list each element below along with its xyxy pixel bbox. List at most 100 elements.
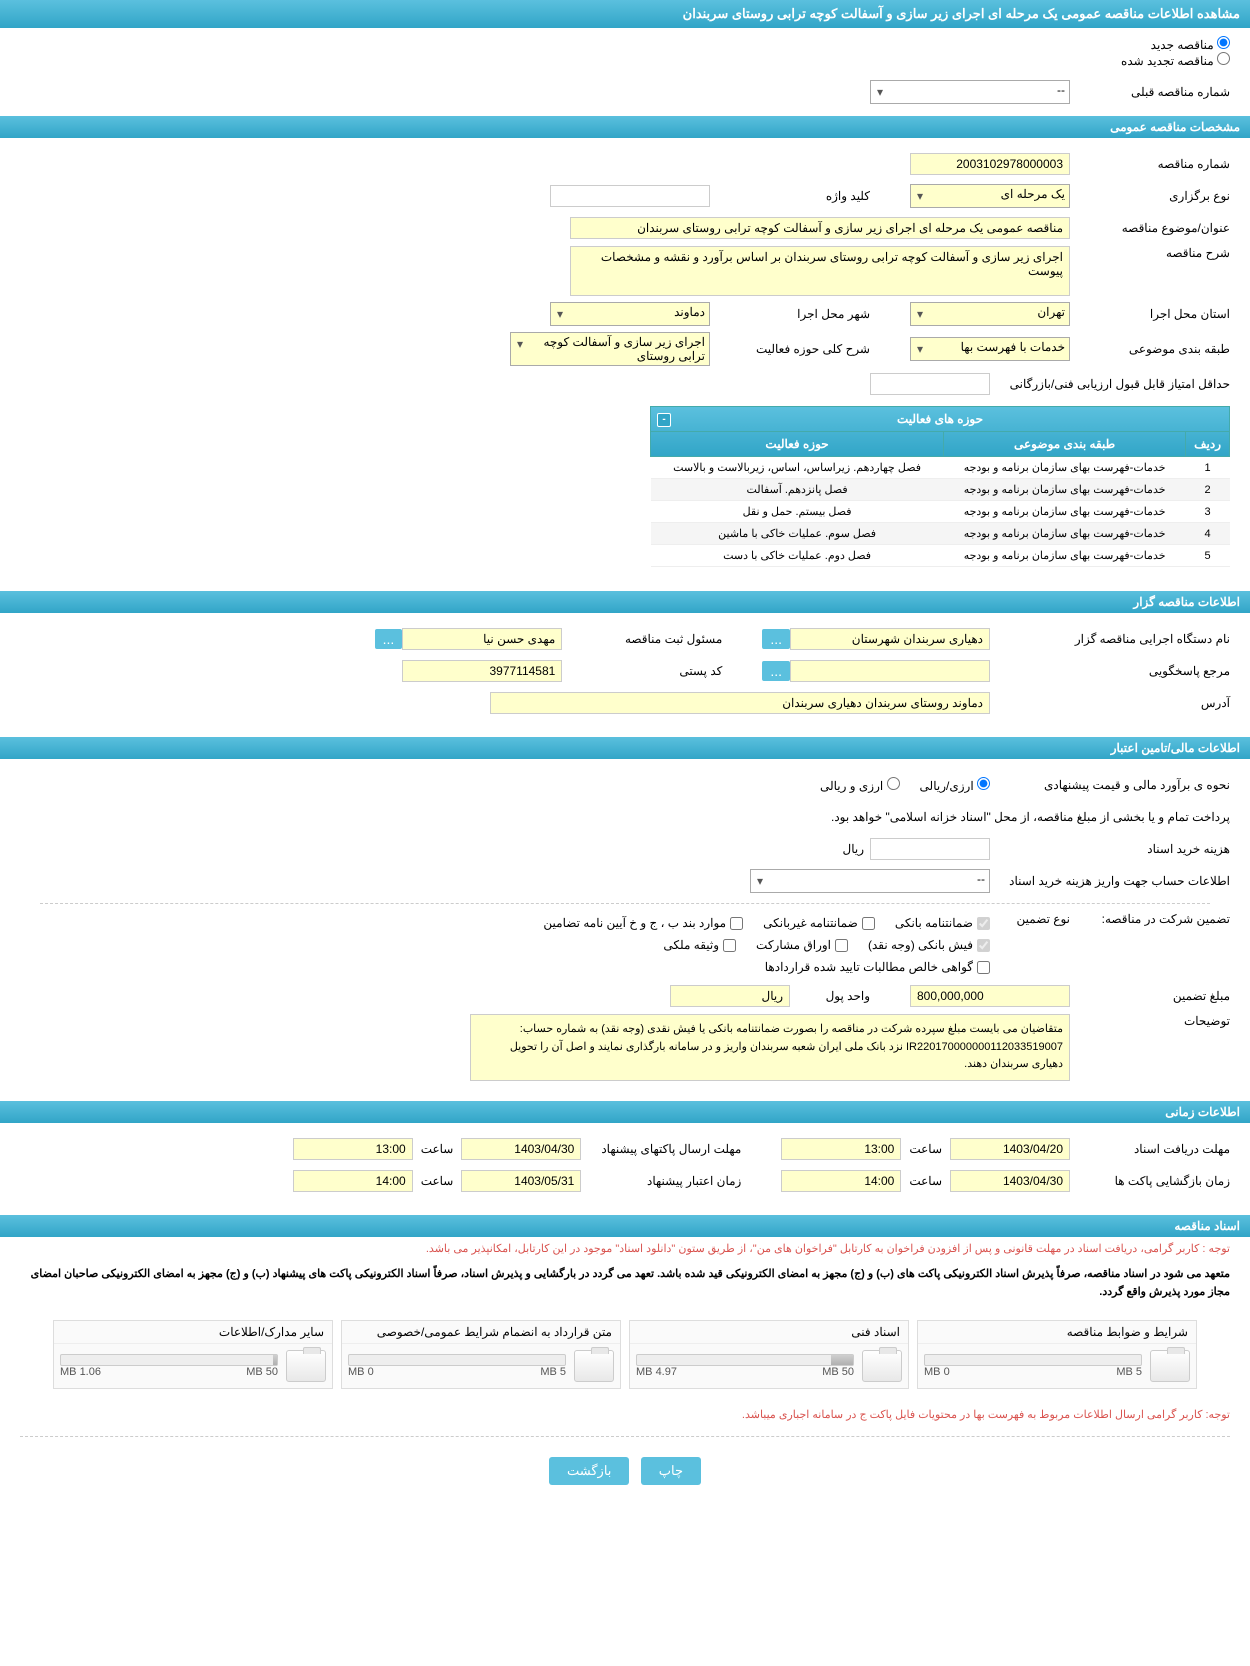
file-used: 4.97 MB bbox=[636, 1366, 677, 1378]
address-field: دماوند روستای سربندان دهیاری سربندان bbox=[490, 692, 990, 714]
chk-regulation[interactable]: موارد بند ب ، ج و خ آیین نامه تضامین bbox=[543, 916, 743, 930]
open-label: زمان بازگشایی پاکت ها bbox=[1070, 1174, 1230, 1188]
open-time: 14:00 bbox=[781, 1170, 901, 1192]
prev-number-value: -- bbox=[1057, 83, 1065, 97]
docs-note-2: متعهد می شود در اسناد مناقصه، صرفاً پذیر… bbox=[0, 1262, 1250, 1305]
number-label: شماره مناقصه bbox=[1070, 157, 1230, 171]
category-select[interactable]: خدمات با فهرست بها bbox=[910, 337, 1070, 361]
send-date: 1403/04/30 bbox=[461, 1138, 581, 1160]
doc-cost-label: هزینه خرید اسناد bbox=[990, 842, 1230, 856]
account-label: اطلاعات حساب جهت واریز هزینه خرید اسناد bbox=[990, 874, 1230, 888]
file-used: 0 MB bbox=[924, 1366, 950, 1378]
notes-label: توضیحات bbox=[1070, 1014, 1230, 1028]
prev-number-select[interactable]: -- bbox=[870, 80, 1070, 104]
category-label: طبقه بندی موضوعی bbox=[1070, 342, 1230, 356]
file-title: اسناد فنی bbox=[630, 1321, 908, 1344]
back-button[interactable]: بازگشت bbox=[549, 1457, 629, 1485]
rial-unit: ریال bbox=[836, 842, 870, 856]
title-field: مناقصه عمومی یک مرحله ای اجرای زیر سازی … bbox=[570, 217, 1070, 239]
type-value: یک مرحله ای bbox=[1001, 187, 1065, 201]
responder-field bbox=[790, 660, 990, 682]
section-general: مشخصات مناقصه عمومی bbox=[0, 116, 1250, 138]
file-cap: 5 MB bbox=[540, 1366, 566, 1378]
validity-label: زمان اعتبار پیشنهاد bbox=[581, 1174, 741, 1188]
radio-new[interactable]: مناقصه جدید bbox=[1151, 38, 1230, 52]
registrar-more-button[interactable]: ... bbox=[375, 629, 403, 649]
hour-label-4: ساعت bbox=[413, 1174, 462, 1188]
activity-desc-select[interactable]: اجرای زیر سازی و آسفالت کوچه ترابی روستا… bbox=[510, 332, 710, 366]
title-label: عنوان/موضوع مناقصه bbox=[1070, 221, 1230, 235]
chk-contract-claims[interactable]: گواهی خالص مطالبات تایید شده قراردادها bbox=[765, 960, 990, 974]
postal-field: 3977114581 bbox=[402, 660, 562, 682]
file-card[interactable]: سایر مدارک/اطلاعات 50 MB1.06 MB bbox=[53, 1320, 333, 1389]
file-cap: 50 MB bbox=[822, 1366, 854, 1378]
unit-label: واحد پول bbox=[790, 989, 870, 1003]
amount-field: 800,000,000 bbox=[910, 985, 1070, 1007]
province-select[interactable]: تهران bbox=[910, 302, 1070, 326]
file-card[interactable]: متن قرارداد به انضمام شرایط عمومی/خصوصی … bbox=[341, 1320, 621, 1389]
chk-nonbank-guarantee[interactable]: ضمانتنامه غیربانکی bbox=[763, 916, 875, 930]
hour-label-2: ساعت bbox=[413, 1142, 462, 1156]
file-title: سایر مدارک/اطلاعات bbox=[54, 1321, 332, 1344]
amount-label: مبلغ تضمین bbox=[1070, 989, 1230, 1003]
guarantee-type-label: نوع تضمین bbox=[990, 912, 1070, 926]
chk-securities[interactable]: اوراق مشارکت bbox=[756, 938, 848, 952]
radio-renewed[interactable]: مناقصه تجدید شده bbox=[1121, 54, 1230, 68]
file-cap: 5 MB bbox=[1116, 1366, 1142, 1378]
city-label: شهر محل اجرا bbox=[710, 307, 870, 321]
activity-desc-label: شرح کلی حوزه فعالیت bbox=[710, 342, 870, 356]
unit-field: ریال bbox=[670, 985, 790, 1007]
min-score-field[interactable] bbox=[870, 373, 990, 395]
type-select[interactable]: یک مرحله ای bbox=[910, 184, 1070, 208]
desc-field: اجرای زیر سازی و آسفالت کوچه ترابی روستا… bbox=[570, 246, 1070, 296]
postal-label: کد پستی bbox=[562, 664, 722, 678]
send-time: 13:00 bbox=[293, 1138, 413, 1160]
address-label: آدرس bbox=[990, 696, 1230, 710]
print-button[interactable]: چاپ bbox=[641, 1457, 701, 1485]
agency-more-button[interactable]: ... bbox=[762, 629, 790, 649]
collapse-icon[interactable]: - bbox=[657, 413, 671, 427]
account-value: -- bbox=[977, 872, 985, 886]
file-progress bbox=[924, 1354, 1142, 1366]
folder-icon bbox=[574, 1350, 614, 1382]
folder-icon bbox=[862, 1350, 902, 1382]
radio-rial[interactable]: ارزی/ریالی bbox=[920, 777, 990, 793]
keyword-label: کلید واژه bbox=[710, 189, 870, 203]
activity-table-title: حوزه های فعالیت- bbox=[651, 407, 1230, 432]
keyword-field[interactable] bbox=[550, 185, 710, 207]
validity-time: 14:00 bbox=[293, 1170, 413, 1192]
file-cap: 50 MB bbox=[246, 1366, 278, 1378]
table-row: 4خدمات-فهرست بهای سازمان برنامه و بودجهف… bbox=[651, 523, 1230, 545]
responder-more-button[interactable]: ... bbox=[762, 661, 790, 681]
folder-icon bbox=[286, 1350, 326, 1382]
registrar-field: مهدی حسن نیا bbox=[402, 628, 562, 650]
file-grid: شرایط و ضوابط مناقصه 5 MB0 MB اسناد فنی … bbox=[0, 1306, 1250, 1403]
chk-bank-guarantee[interactable]: ضمانتنامه بانکی bbox=[895, 916, 990, 930]
hour-label-3: ساعت bbox=[901, 1174, 950, 1188]
table-row: 3خدمات-فهرست بهای سازمان برنامه و بودجهف… bbox=[651, 501, 1230, 523]
activity-desc-value: اجرای زیر سازی و آسفالت کوچه ترابی روستا… bbox=[543, 335, 705, 363]
prev-number-label: شماره مناقصه قبلی bbox=[1070, 85, 1230, 99]
desc-label: شرح مناقصه bbox=[1070, 246, 1230, 260]
doc-cost-field[interactable] bbox=[870, 838, 990, 860]
docs-note-1: توجه : کاربر گرامی، دریافت اسناد در مهلت… bbox=[0, 1237, 1250, 1263]
section-financial: اطلاعات مالی/تامین اعتبار bbox=[0, 737, 1250, 759]
account-select[interactable]: -- bbox=[750, 869, 990, 893]
agency-label: نام دستگاه اجرایی مناقصه گزار bbox=[990, 632, 1230, 646]
file-card[interactable]: اسناد فنی 50 MB 4.97 MB bbox=[629, 1320, 909, 1389]
activity-table: حوزه های فعالیت- ردیف طبقه بندی موضوعی ح… bbox=[650, 406, 1230, 567]
col-area: حوزه فعالیت bbox=[651, 432, 944, 457]
section-timing: اطلاعات زمانی bbox=[0, 1101, 1250, 1123]
docs-note-3: توجه: کاربر گرامی ارسال اطلاعات مربوط به… bbox=[0, 1403, 1250, 1429]
chk-cash[interactable]: فیش بانکی (وجه نقد) bbox=[868, 938, 990, 952]
file-card[interactable]: شرایط و ضوابط مناقصه 5 MB0 MB bbox=[917, 1320, 1197, 1389]
city-select[interactable]: دماوند bbox=[550, 302, 710, 326]
province-value: تهران bbox=[1037, 305, 1065, 319]
col-row: ردیف bbox=[1186, 432, 1230, 457]
page-title: مشاهده اطلاعات مناقصه عمومی یک مرحله ای … bbox=[0, 0, 1250, 28]
chk-property[interactable]: وثیقه ملکی bbox=[663, 938, 736, 952]
radio-renewed-label: مناقصه تجدید شده bbox=[1121, 54, 1214, 68]
radio-arz[interactable]: ارزی و ریالی bbox=[820, 777, 900, 793]
number-field: 2003102978000003 bbox=[910, 153, 1070, 175]
table-row: 5خدمات-فهرست بهای سازمان برنامه و بودجهف… bbox=[651, 545, 1230, 567]
